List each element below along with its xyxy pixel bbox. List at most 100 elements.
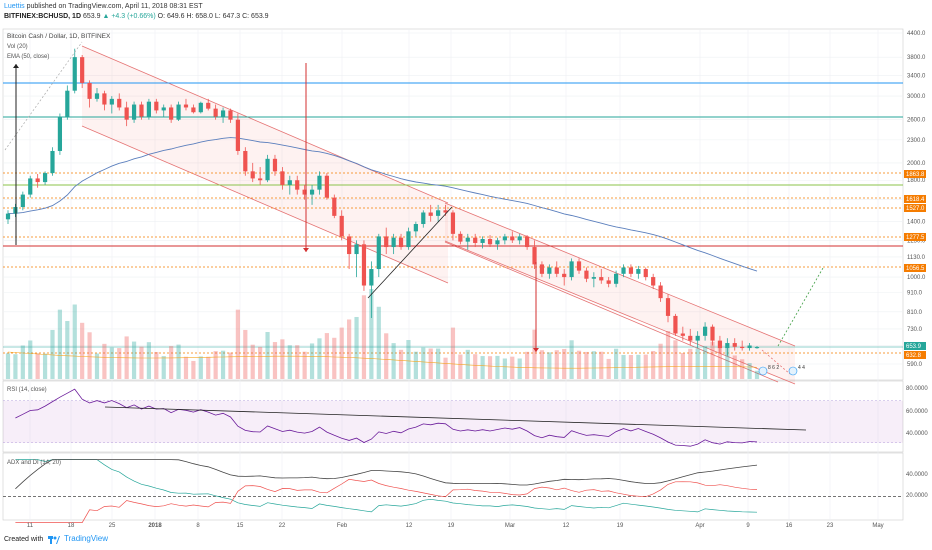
candle-body	[94, 93, 100, 99]
volume-bar	[309, 343, 315, 379]
volume-bar	[495, 355, 500, 379]
candle-body	[384, 236, 389, 248]
price-tick-label: 1800.0	[907, 178, 926, 184]
candle-body	[532, 247, 537, 265]
volume-bar	[169, 346, 174, 379]
volume-bar	[754, 370, 760, 379]
author-link[interactable]: Luettis	[4, 3, 25, 10]
candle-body	[183, 104, 189, 108]
candles	[5, 48, 760, 356]
price-tick-label: 2300.0	[907, 138, 926, 144]
volume-bar	[287, 345, 292, 379]
volume-bar	[576, 350, 582, 379]
price-tag	[904, 204, 926, 212]
rsi-line	[15, 388, 758, 447]
volume-bar	[50, 329, 55, 379]
channel-2-upper	[444, 202, 796, 347]
adx-pane-frame	[2, 452, 904, 521]
time-tick-label: 22	[279, 523, 286, 529]
candle-body	[465, 237, 470, 242]
ohlc-values: O: 649.6 H: 658.0 L: 647.3 C: 653.9	[157, 13, 269, 20]
pattern-badge	[788, 366, 798, 376]
volume-bar	[161, 356, 166, 379]
price-tick-label: 1000.0	[907, 275, 926, 281]
time-tick-label: 23	[827, 523, 834, 529]
price-tag	[904, 264, 926, 272]
volume-bar	[621, 354, 626, 379]
candle-body	[109, 98, 114, 105]
candle-body	[473, 237, 478, 243]
volume-bar	[525, 351, 530, 379]
candle-body	[651, 277, 656, 286]
candle-body	[146, 101, 152, 117]
candle-body	[495, 240, 500, 245]
volume-bar	[228, 352, 233, 379]
volume-bar	[87, 332, 92, 379]
price-tick-label: 3000.0	[907, 94, 926, 100]
volume-bar	[628, 354, 634, 379]
volume-bar	[436, 348, 441, 379]
adx-tick-label: 20.0000	[906, 493, 928, 499]
volume-bar	[347, 319, 352, 379]
candle-body	[65, 90, 70, 117]
candle-body	[398, 237, 404, 248]
di-plus-line	[15, 459, 758, 513]
candle-body	[525, 236, 530, 248]
candle-body	[732, 343, 737, 347]
rsi-pane: RSI (14, close)	[3, 387, 903, 447]
candle-body	[391, 237, 396, 248]
volume-bar	[213, 351, 218, 379]
candle-body	[702, 326, 708, 336]
candle-body	[747, 345, 752, 349]
candle-body	[487, 239, 493, 245]
time-tick-label: 18	[68, 523, 75, 529]
last-price: 653.9	[82, 13, 101, 20]
time-tick-label: 19	[617, 523, 624, 529]
time-tick-label: 2018	[148, 523, 162, 529]
volume-bar	[57, 309, 63, 379]
candle-body	[57, 116, 63, 151]
channel-1-lower	[81, 125, 449, 284]
volume-bar	[324, 333, 329, 379]
projection-line-up	[777, 267, 824, 347]
candle-body	[272, 158, 278, 172]
candle-body	[576, 261, 582, 271]
axes: 11 18 25 2018 8 15 22 Feb 12 19 Mar 12 19 Apr 9 16 23 May…	[7, 31, 928, 529]
price-tick-label: 3800.0	[907, 55, 926, 61]
channel-1-upper	[81, 45, 449, 204]
volume-bar	[65, 321, 70, 379]
candle-body	[287, 180, 292, 185]
candle-body	[643, 269, 648, 278]
rsi-pane-frame	[2, 380, 904, 453]
candle-body	[413, 224, 418, 232]
price-tag-label: 1618.4	[906, 197, 925, 203]
candle-body	[369, 269, 374, 286]
price-tag	[904, 170, 926, 178]
candle-body	[42, 173, 48, 183]
volume-bar	[487, 356, 493, 379]
footer: Created with TradingView	[0, 531, 932, 550]
pattern-badge-label: 4 4	[798, 365, 805, 371]
volume-bar	[191, 360, 196, 379]
price-tick-label: 4400.0	[907, 31, 926, 37]
candle-body	[584, 270, 589, 279]
volume-bar	[235, 309, 240, 379]
volume-bar	[72, 304, 77, 379]
symbol[interactable]: BITFINEX:BCHUSD, 1D	[4, 13, 82, 20]
volume-bar	[532, 329, 537, 379]
price-tick-label: 2600.0	[907, 118, 926, 124]
candle-body	[673, 315, 678, 334]
price-tag-label: 1863.8	[906, 172, 925, 178]
volume-bar	[636, 354, 641, 379]
candle-body	[339, 215, 344, 237]
ema-line	[7, 137, 758, 272]
candle-body	[309, 189, 315, 195]
volume-bar	[502, 358, 507, 379]
tradingview-link[interactable]: TradingView	[64, 534, 109, 543]
candle-body	[554, 267, 559, 274]
volume-bar	[613, 348, 619, 379]
candle-body	[621, 267, 626, 274]
candle-body	[317, 175, 322, 190]
candle-body	[665, 298, 671, 316]
